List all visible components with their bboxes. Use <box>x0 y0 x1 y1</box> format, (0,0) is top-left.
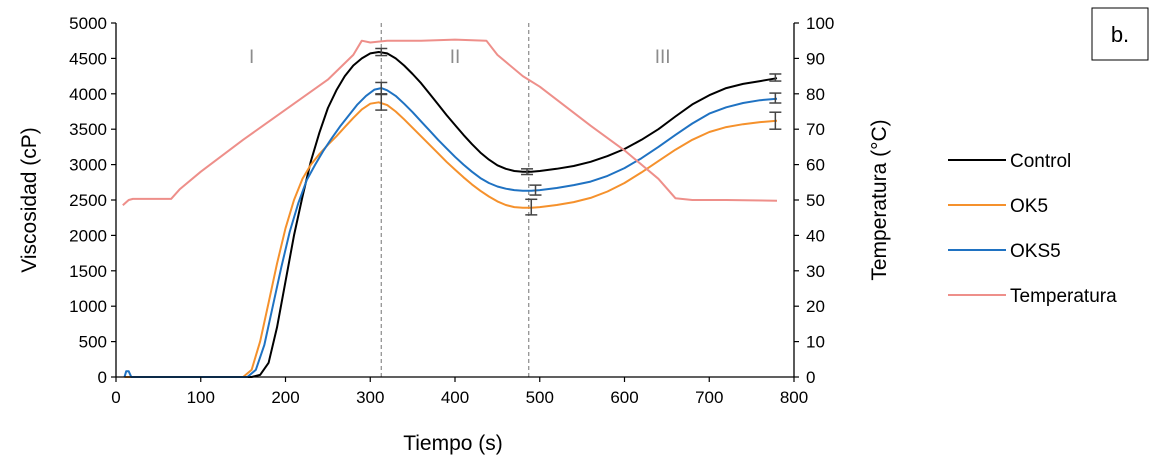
legend-label: Control <box>1010 151 1071 172</box>
y2-axis-title: Temperatura (°C) <box>868 119 891 280</box>
y-tick-label: 500 <box>79 333 107 352</box>
y2-tick-label: 30 <box>806 262 825 281</box>
y2-tick-label: 10 <box>806 333 825 352</box>
x-tick-label: 100 <box>187 388 215 407</box>
legend-item-control: Control <box>948 151 1071 172</box>
panel-label: b. <box>1111 22 1129 47</box>
error-bar-control <box>375 47 388 57</box>
legend-item-temperatura: Temperatura <box>948 286 1117 307</box>
y-tick-label: 3000 <box>69 156 107 175</box>
x-tick-label: 700 <box>695 388 723 407</box>
x-tick-label: 500 <box>526 388 554 407</box>
y2-tick-label: 100 <box>806 14 834 33</box>
x-tick-label: 400 <box>441 388 469 407</box>
y2-tick-label: 0 <box>806 368 815 387</box>
legend-label: OK5 <box>1010 196 1048 217</box>
y-axis-title: Viscosidad (cP) <box>18 127 41 273</box>
error-bar-ok5 <box>769 111 782 130</box>
zone-labels: I II III <box>249 47 671 68</box>
series-line-oks5 <box>123 87 778 378</box>
x-tick-label: 0 <box>111 388 120 407</box>
y2-tick-label: 20 <box>806 297 825 316</box>
y-tick-label: 3500 <box>69 120 107 139</box>
x-tick-label: 200 <box>271 388 299 407</box>
error-bar-control <box>521 168 534 176</box>
legend-item-ok5: OK5 <box>948 196 1048 217</box>
legend-label: OKS5 <box>1010 241 1061 262</box>
zone-label: II <box>450 47 461 68</box>
error-bar-ok5 <box>375 93 388 111</box>
zone-label: I <box>249 47 254 68</box>
y2-tick-label: 90 <box>806 49 825 68</box>
x-tick-label: 300 <box>356 388 384 407</box>
series-lines <box>122 38 778 378</box>
x-axis-title: Tiempo (s) <box>403 432 503 455</box>
error-bar-ok5 <box>525 198 538 216</box>
y-tick-label: 1000 <box>69 297 107 316</box>
y2-tick-label: 80 <box>806 85 825 104</box>
legend-item-oks5: OKS5 <box>948 241 1061 262</box>
x-tick-label: 800 <box>780 388 808 407</box>
zone-label: III <box>655 47 671 68</box>
y-tick-label: 2000 <box>69 226 107 245</box>
series-line-temperatura <box>122 38 778 207</box>
panel-label-box: b. <box>1091 7 1149 61</box>
phase-divider-lines <box>380 23 530 377</box>
y-tick-label: 5000 <box>69 14 107 33</box>
error-bar-control <box>769 73 782 82</box>
error-bar-oks5 <box>769 92 782 104</box>
y-tick-label: 4500 <box>69 49 107 68</box>
y2-tick-label: 60 <box>806 156 825 175</box>
y-tick-label: 0 <box>98 368 107 387</box>
y2-tick-label: 40 <box>806 226 825 245</box>
axes: 0 100 200 300 400 500 600 700 800050010001500200… <box>69 14 834 407</box>
x-tick-label: 600 <box>610 388 638 407</box>
series-line-control <box>124 51 778 378</box>
series-line-ok5 <box>124 101 778 378</box>
legend-label: Temperatura <box>1010 286 1117 307</box>
y-tick-label: 4000 <box>69 85 107 104</box>
error-bars <box>375 47 782 216</box>
error-bar-oks5 <box>529 184 542 196</box>
legend: Control OK5 OKS5 Temperatura <box>948 151 1117 307</box>
y2-tick-label: 70 <box>806 120 825 139</box>
y-tick-label: 2500 <box>69 191 107 210</box>
y-tick-label: 1500 <box>69 262 107 281</box>
y2-tick-label: 50 <box>806 191 825 210</box>
